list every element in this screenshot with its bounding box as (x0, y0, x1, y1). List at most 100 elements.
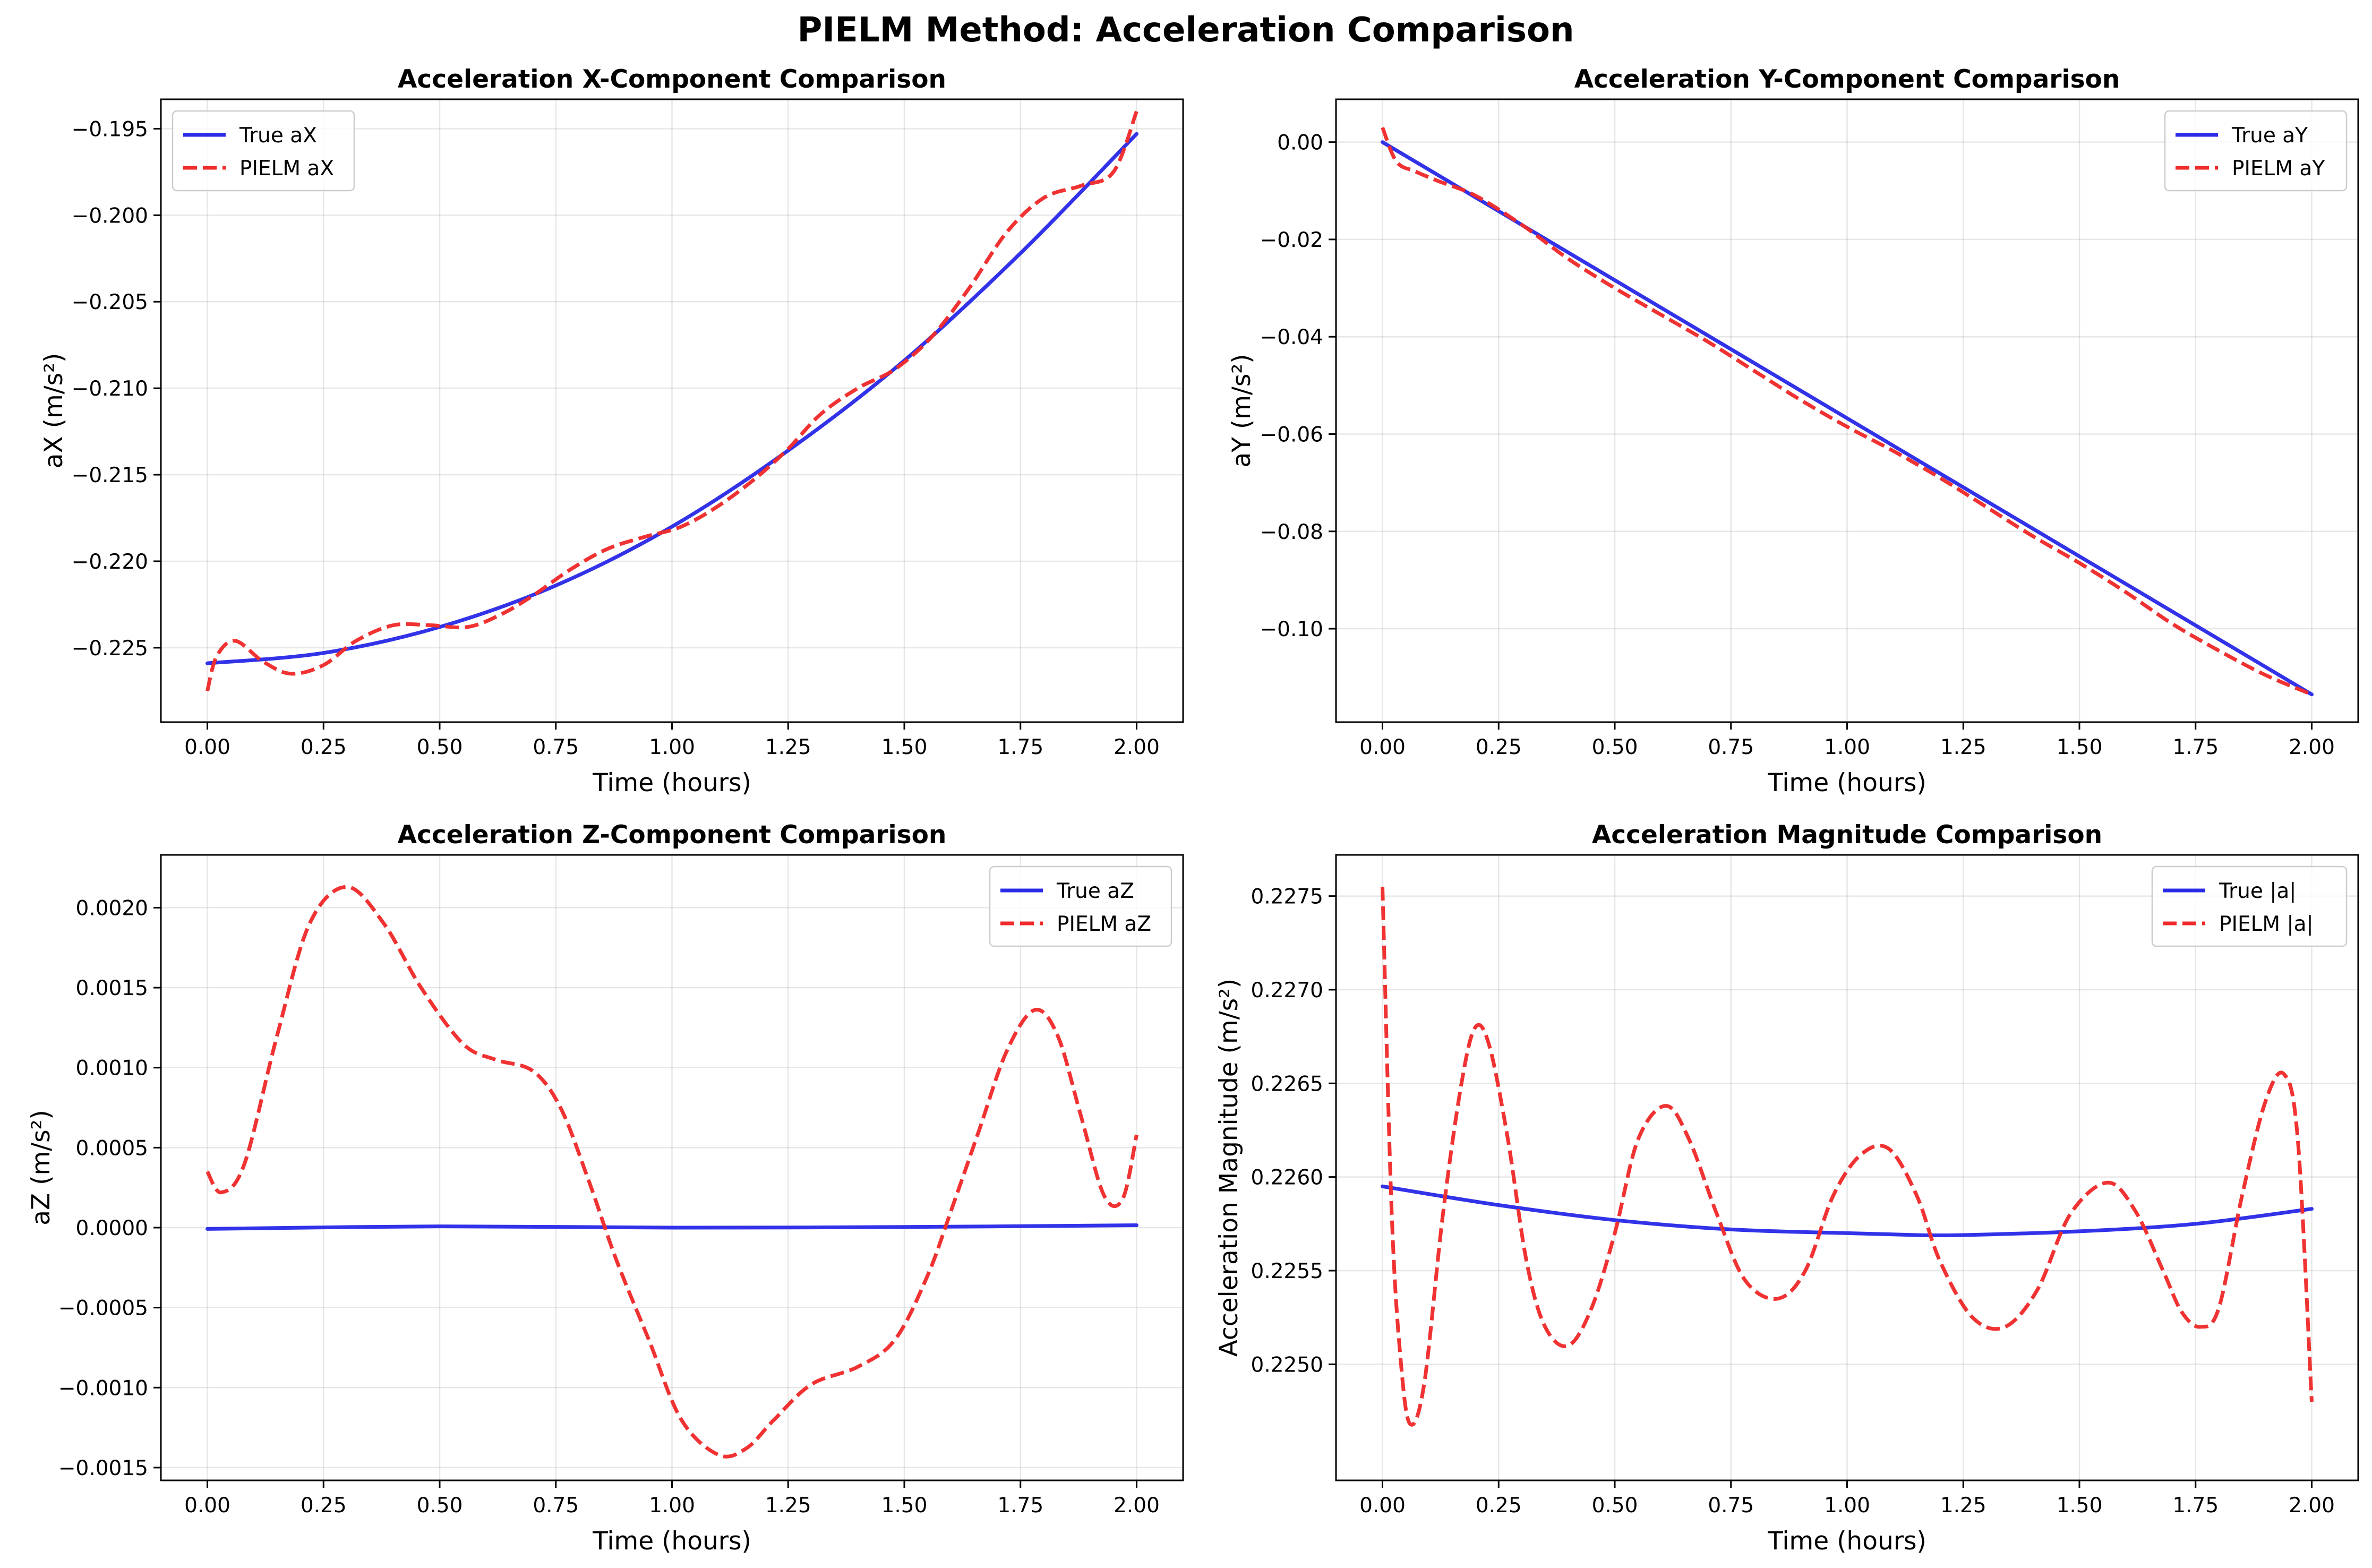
x-tick-label: 1.75 (2172, 735, 2219, 759)
subplots: 0.00 0.25 0.50 0.75 1.00 1.25 1.50 1.75 2.00 −0.2… (27, 65, 2359, 1556)
subplot-title: Acceleration Magnitude Comparison (1592, 820, 2102, 850)
x-tick-label: 1.50 (881, 1494, 928, 1518)
legend: True aX PIELM aX (172, 110, 355, 192)
x-axis-label: Time (hours) (1767, 1527, 1926, 1556)
y-tick-label: −0.06 (1260, 423, 1323, 447)
panel-ax: 0.00 0.25 0.50 0.75 1.00 1.25 1.50 1.75 2.00 −0.2… (39, 65, 1184, 798)
y-tick-label: −0.02 (1260, 228, 1323, 252)
y-tick-label: 0.2260 (1251, 1166, 1323, 1190)
x-tick-label: 1.75 (997, 1494, 1043, 1518)
y-tick-label: −0.10 (1260, 618, 1323, 641)
legend-label: True aY (2231, 124, 2308, 148)
x-tick-label: 0.25 (1476, 1494, 1522, 1518)
y-tick-label: −0.215 (72, 464, 148, 487)
series-line-pielm (205, 885, 1138, 1459)
x-tick-label: 0.75 (533, 1494, 579, 1518)
legend-label: True aX (239, 124, 317, 148)
x-tick-label: 0.00 (1359, 735, 1406, 759)
subplot-title: Acceleration Y-Component Comparison (1574, 65, 2120, 94)
series-lines (205, 885, 1138, 1459)
legend-label: PIELM |a| (2219, 912, 2314, 936)
x-tick-label: 0.00 (184, 735, 230, 759)
y-tick-label: 0.2270 (1251, 979, 1323, 1003)
x-tick-label: 0.75 (533, 735, 579, 759)
legend: True |a| PIELM |a| (2151, 866, 2348, 947)
y-tick-label: −0.04 (1260, 325, 1323, 349)
x-tick-label: 2.00 (2289, 735, 2335, 759)
legend-label: PIELM aX (239, 157, 334, 181)
x-tick-label: 0.25 (301, 735, 347, 759)
x-tick-label: 1.00 (1824, 1494, 1870, 1518)
y-axis-label: Acceleration Magnitude (m/s²) (1214, 979, 1244, 1357)
x-tick-label: 0.00 (184, 1494, 230, 1518)
y-tick-label: 0.2255 (1251, 1259, 1323, 1283)
y-tick-label: 0.00 (1277, 131, 1323, 155)
y-tick-label: 0.0010 (76, 1057, 148, 1081)
x-axis-label: Time (hours) (592, 1527, 751, 1556)
legend-label: PIELM aY (2232, 157, 2325, 181)
legend: True aY PIELM aY (2164, 110, 2348, 192)
x-tick-label: 0.50 (417, 1494, 463, 1518)
panel-ay: 0.00 0.25 0.50 0.75 1.00 1.25 1.50 1.75 2.00 0.00… (1227, 65, 2359, 798)
x-tick-label: 0.75 (1708, 735, 1754, 759)
y-tick-label: −0.205 (72, 290, 148, 314)
y-tick-label: 0.2250 (1251, 1353, 1323, 1377)
series-line-pielm (1381, 886, 2314, 1427)
series-lines (205, 110, 1138, 692)
x-tick-label: 0.50 (1592, 735, 1638, 759)
subplot-title: Acceleration Z-Component Comparison (398, 820, 947, 850)
x-tick-label: 0.25 (301, 1494, 347, 1518)
x-tick-label: 2.00 (2289, 1494, 2335, 1518)
legend-label: True aZ (1056, 879, 1134, 903)
y-axis-label: aZ (m/s²) (27, 1110, 56, 1226)
y-tick-label: −0.210 (72, 377, 148, 401)
panel-magnitude: 0.00 0.25 0.50 0.75 1.00 1.25 1.50 1.75 2.00 0.22… (1214, 820, 2359, 1556)
x-tick-label: 1.25 (1940, 1494, 1986, 1518)
x-tick-label: 1.25 (765, 735, 811, 759)
x-tick-label: 0.50 (417, 735, 463, 759)
y-axis-label: aX (m/s²) (39, 353, 68, 469)
series-line-pielm (205, 110, 1138, 692)
x-axis-label: Time (hours) (1767, 768, 1926, 798)
legend-label: PIELM aZ (1057, 912, 1151, 936)
y-tick-label: −0.225 (72, 637, 148, 661)
series-line-true (205, 1223, 1138, 1231)
y-tick-label: 0.2265 (1251, 1072, 1323, 1096)
y-tick-label: −0.220 (72, 550, 148, 574)
y-tick-label: 0.0005 (76, 1136, 148, 1160)
x-tick-label: 0.25 (1476, 735, 1522, 759)
x-tick-label: 1.50 (881, 735, 928, 759)
y-tick-label: −0.0010 (58, 1376, 148, 1400)
y-tick-label: −0.0015 (58, 1456, 148, 1480)
x-tick-label: 0.00 (1359, 1494, 1406, 1518)
series-line-true (1381, 140, 2314, 697)
x-tick-label: 0.75 (1708, 1494, 1754, 1518)
legend-label: True |a| (2219, 879, 2296, 903)
subplot-title: Acceleration X-Component Comparison (398, 65, 946, 94)
x-tick-label: 1.75 (2172, 1494, 2219, 1518)
x-tick-label: 2.00 (1114, 735, 1160, 759)
x-tick-label: 1.50 (2057, 735, 2103, 759)
x-tick-label: 1.00 (649, 735, 695, 759)
y-tick-label: −0.200 (72, 204, 148, 228)
x-tick-label: 1.75 (997, 735, 1043, 759)
series-line-true (205, 132, 1138, 665)
x-axis-label: Time (hours) (592, 768, 751, 798)
x-tick-label: 1.50 (2057, 1494, 2103, 1518)
y-tick-label: 0.0020 (76, 896, 148, 920)
x-tick-label: 0.50 (1592, 1494, 1638, 1518)
x-tick-label: 1.25 (1940, 735, 1986, 759)
figure-title: PIELM Method: Acceleration Comparison (797, 11, 1574, 50)
series-lines (1381, 126, 2314, 697)
series-line-pielm (1381, 126, 2313, 697)
y-tick-label: 0.0000 (76, 1216, 148, 1240)
series-lines (1381, 886, 2314, 1427)
panel-az: 0.00 0.25 0.50 0.75 1.00 1.25 1.50 1.75 2.00 −0.0… (27, 820, 1184, 1556)
y-tick-label: −0.195 (72, 117, 148, 141)
x-tick-label: 1.00 (649, 1494, 695, 1518)
legend: True aZ PIELM aZ (989, 866, 1172, 947)
y-tick-label: −0.08 (1260, 520, 1323, 544)
y-axis-label: aY (m/s²) (1227, 354, 1256, 467)
x-tick-label: 2.00 (1114, 1494, 1160, 1518)
